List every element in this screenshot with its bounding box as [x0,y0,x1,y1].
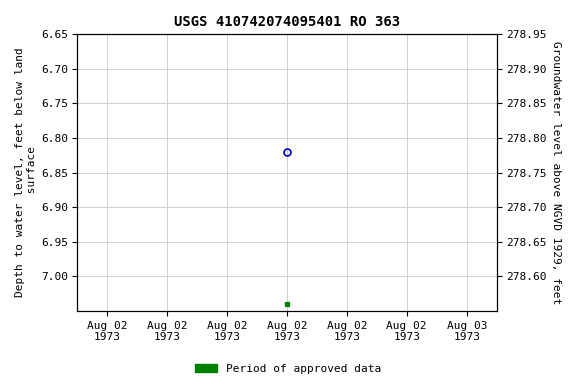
Y-axis label: Depth to water level, feet below land
 surface: Depth to water level, feet below land su… [15,48,37,298]
Y-axis label: Groundwater level above NGVD 1929, feet: Groundwater level above NGVD 1929, feet [551,41,561,304]
Title: USGS 410742074095401 RO 363: USGS 410742074095401 RO 363 [174,15,400,29]
Legend: Period of approved data: Period of approved data [191,359,385,379]
